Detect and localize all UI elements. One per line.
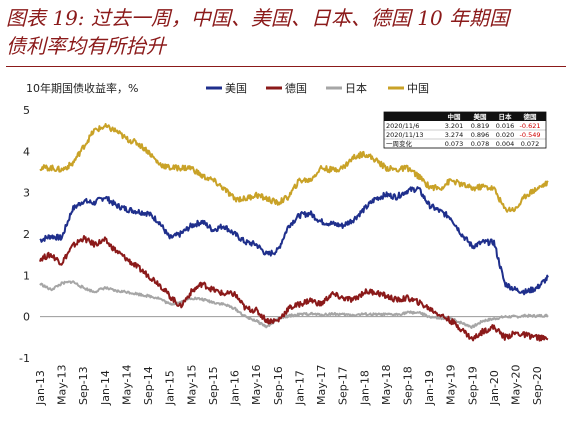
table-header-cell: 德国	[524, 112, 538, 121]
x-tick-label: May-14	[120, 364, 133, 405]
x-axis: Jan-13 May-13 Sep-13 Jan-14 May-14 Sep-14 Jan-…	[34, 316, 548, 406]
legend-label: 德国	[285, 81, 307, 95]
table-cell: -0.621	[520, 122, 541, 130]
title-divider	[6, 66, 566, 67]
table-header-cell: 中国	[448, 112, 462, 121]
x-tick-label: Sep-18	[401, 366, 414, 405]
chart-title: 图表 19: 过去一周，中国、美国、日本、德国 10 年期国 债利率均有所抬升	[6, 4, 566, 60]
y-tick-label: 4	[23, 145, 30, 158]
x-tick-label: Jan-14	[99, 370, 112, 406]
x-tick-label: Jan-15	[164, 370, 177, 406]
y-axis-label: 10年期国债收益率，%	[26, 81, 138, 95]
table-cell: 0.078	[471, 140, 490, 148]
table-cell: 0.016	[496, 122, 515, 130]
legend-label: 中国	[407, 82, 429, 95]
series-line	[39, 235, 549, 342]
y-tick-label: 5	[23, 104, 30, 117]
x-tick-label: Jan-19	[423, 370, 436, 406]
x-tick-label: Jan-13	[34, 370, 47, 406]
series-line	[39, 186, 549, 296]
table-cell: -0.549	[520, 131, 541, 139]
table-cell: 0.896	[471, 131, 490, 139]
x-tick-label: May-13	[56, 364, 69, 405]
x-tick-label: Sep-13	[77, 366, 90, 405]
x-tick-label: Sep-15	[207, 366, 220, 405]
title-line-1: 图表 19: 过去一周，中国、美国、日本、德国 10 年期国	[6, 6, 510, 30]
table-cell: 0.004	[496, 140, 515, 148]
x-tick-label: Jan-20	[488, 370, 501, 406]
y-tick-label: 0	[23, 311, 30, 324]
table-cell: 0.819	[471, 122, 490, 130]
x-tick-label: Sep-19	[466, 366, 479, 405]
table-border	[383, 111, 547, 149]
yield-table: 中国 美国 日本 德国 2020/11/6 3.201 0.819 0.016 -0.621 20…	[383, 111, 547, 149]
x-tick-label: Jan-18	[358, 370, 371, 406]
x-tick-label: Sep-14	[142, 366, 155, 405]
x-tick-label: May-15	[185, 364, 198, 405]
table-cell: 2020/11/6	[386, 122, 419, 130]
x-tick-label: Sep-17	[337, 366, 350, 405]
x-tick-label: May-18	[380, 364, 393, 405]
x-tick-label: May-16	[250, 364, 263, 405]
legend-label: 美国	[225, 82, 247, 95]
table-cell: 2020/11/13	[386, 131, 423, 139]
legend: 美国 德国 日本 中国	[206, 81, 429, 95]
y-tick-label: 3	[23, 187, 30, 200]
series-line	[39, 123, 549, 213]
y-tick-label: 2	[23, 228, 30, 241]
x-tick-label: Jan-17	[293, 370, 306, 406]
x-tick-label: Sep-16	[272, 366, 285, 405]
x-tick-label: May-19	[445, 364, 458, 405]
table-cell: 0.073	[445, 140, 464, 148]
x-tick-label: Sep-20	[531, 366, 544, 405]
table-cell: 一周变化	[386, 139, 413, 148]
table-header-bg	[384, 112, 546, 121]
series-lines	[39, 123, 549, 342]
y-tick-label: 1	[23, 269, 30, 282]
table-cell: 0.020	[496, 131, 515, 139]
table-header-cell: 美国	[474, 112, 488, 121]
y-axis: -1 0 1 2 3 4 5	[19, 104, 30, 365]
legend-label: 日本	[345, 81, 367, 95]
title-line-2: 债利率均有所抬升	[6, 34, 166, 58]
table-cell: 3.274	[445, 131, 464, 139]
table-cell: 0.072	[521, 140, 540, 148]
x-tick-label: May-20	[510, 364, 523, 405]
table-header-cell: 日本	[499, 112, 513, 121]
x-tick-label: May-17	[315, 364, 328, 405]
table-cell: 3.201	[445, 122, 464, 130]
series-line	[39, 280, 549, 329]
x-tick-label: Jan-16	[229, 370, 242, 406]
y-tick-label: -1	[19, 352, 30, 365]
